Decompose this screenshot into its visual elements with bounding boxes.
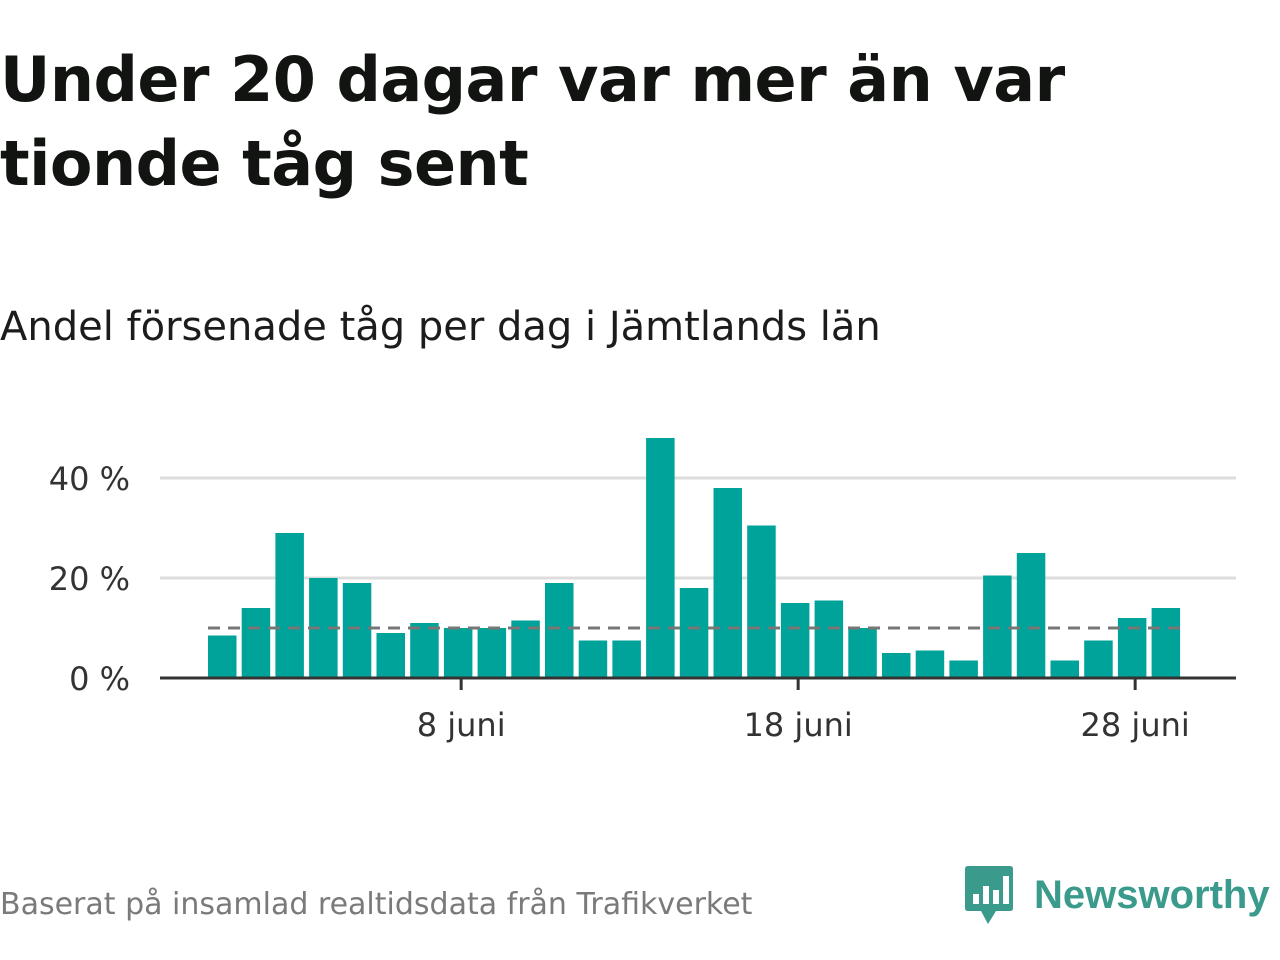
- source-note: Baserat på insamlad realtidsdata från Tr…: [0, 887, 753, 922]
- gridlines: [160, 476, 1236, 580]
- bar: [1151, 608, 1181, 678]
- bar: [545, 583, 574, 678]
- bar: [882, 653, 911, 678]
- x-tick-label: 8 juni: [417, 706, 506, 744]
- y-tick-label: 40 %: [49, 460, 130, 498]
- bar: [578, 640, 608, 678]
- chart-title: Under 20 dagar var mer än var tionde tåg…: [0, 43, 1065, 200]
- bar: [747, 525, 776, 678]
- y-tick-label: 20 %: [49, 560, 130, 598]
- bar: [410, 623, 439, 678]
- brand-logo: Newsworthy: [964, 863, 1270, 927]
- x-tick-label: 18 juni: [744, 706, 853, 744]
- x-tick-label: 28 juni: [1081, 706, 1190, 744]
- bar: [241, 608, 271, 678]
- bar: [848, 628, 877, 678]
- bar: [443, 628, 473, 678]
- bar: [477, 628, 507, 678]
- bar: [511, 620, 540, 678]
- bar: [208, 635, 237, 678]
- bar: [949, 660, 978, 678]
- bars: [208, 438, 1181, 678]
- bar: [275, 533, 304, 678]
- bar: [1084, 640, 1113, 678]
- bar: [814, 600, 844, 678]
- bar: [646, 438, 675, 678]
- axes: 0 % 20 % 40 % 8 juni 18 juni 28 juni: [49, 460, 1236, 744]
- brand-name: Newsworthy: [1034, 873, 1270, 917]
- bar: [1050, 660, 1079, 678]
- bar-chart: 0 % 20 % 40 % 8 juni 18 juni 28 juni: [49, 438, 1236, 744]
- bar: [342, 583, 372, 678]
- chart-subtitle: Andel försenade tåg per dag i Jämtlands …: [0, 304, 881, 350]
- bar: [679, 588, 709, 678]
- bar: [915, 650, 945, 678]
- y-tick-label: 0 %: [69, 660, 130, 698]
- newsworthy-logo-icon: [965, 866, 1013, 924]
- bar: [780, 603, 810, 678]
- bar: [713, 488, 742, 678]
- bar: [376, 633, 405, 678]
- bar: [1016, 553, 1046, 678]
- bar: [612, 640, 641, 678]
